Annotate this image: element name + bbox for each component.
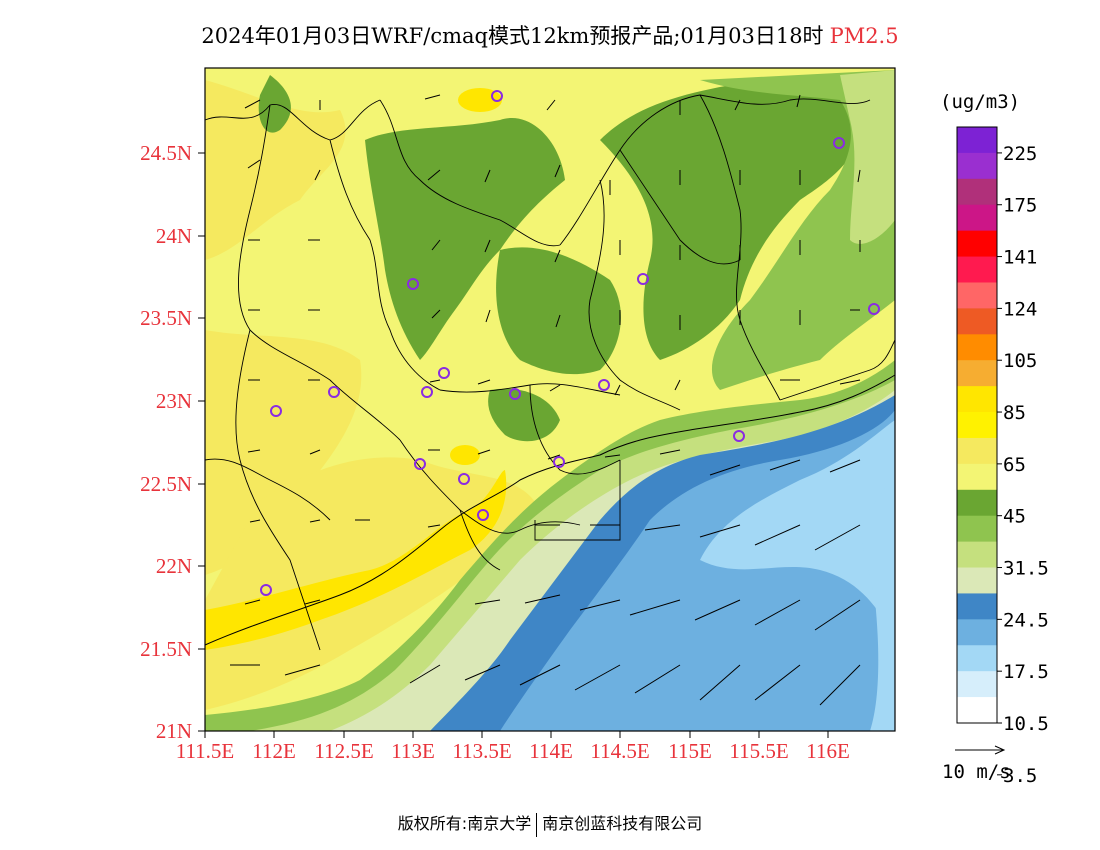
colorbar-swatch: [957, 204, 997, 232]
lon-label: 113E: [391, 739, 435, 763]
colorbar-swatch: [957, 463, 997, 491]
pm25-patch-green: [496, 247, 621, 375]
colorbar-label: 24.5: [1003, 609, 1049, 631]
lon-label: 113.5E: [452, 739, 511, 763]
wind-scale: 10 m/s: [942, 745, 1011, 783]
colorbar-swatches: [957, 127, 997, 724]
colorbar-unit: (ug/m3): [940, 91, 1020, 113]
colorbar-label: 10.5: [1003, 713, 1049, 735]
colorbar-swatch: [957, 515, 997, 543]
lat-label: 24N: [156, 224, 192, 248]
wind-vectors: [230, 94, 861, 706]
colorbar-swatch: [957, 256, 997, 283]
colorbar-swatch: [957, 671, 997, 698]
colorbar-swatch: [957, 645, 997, 672]
colorbar-label: 105: [1003, 350, 1037, 372]
lon-label: 114.5E: [590, 739, 649, 763]
lat-label: 22N: [156, 554, 192, 578]
title-text: 2024年01月03日WRF/cmaq模式12km预报产品;01月03日18时: [201, 24, 824, 48]
pm25-patch-high: [458, 88, 502, 112]
lon-axis: 111.5E 112E 112.5E 113E 113.5E 114E 114.…: [176, 731, 850, 763]
monitoring-stations: [260, 90, 880, 596]
colorbar-label: 175: [1003, 195, 1037, 217]
pm25-patch-green: [365, 118, 565, 360]
copyright-footer: 版权所有:南京大学 南京创蓝科技有限公司: [0, 810, 1100, 837]
product-label: PM2.5: [829, 24, 899, 48]
pm25-patch-green: [258, 75, 291, 133]
pm25-patch-green: [600, 78, 870, 360]
colorbar-frame: [956, 126, 998, 724]
colorbar-swatch: [957, 178, 997, 206]
colorbar-label: 3.5: [1003, 765, 1037, 787]
colorbar-labels: 225 175 141 124 105 85 65 45 31.5 24.5 17.5 10.5 3.5: [997, 143, 1049, 787]
colorbar-swatch: [957, 360, 997, 387]
lon-label: 111.5E: [176, 739, 235, 763]
footer-separator: [536, 812, 538, 837]
lon-label: 115.5E: [729, 739, 788, 763]
admin-boundaries: [204, 94, 896, 651]
lat-label: 24.5N: [140, 141, 192, 165]
lat-label: 23N: [156, 389, 192, 413]
lat-axis: 24.5N 24N 23.5N 23N 22.5N 22N 21.5N 21N: [140, 141, 205, 743]
pm25-patch-high: [450, 445, 480, 465]
pm25-patch-lightgreen: [840, 70, 895, 244]
colorbar-swatch: [957, 308, 997, 335]
colorbar-swatch: [957, 593, 997, 620]
colorbar-label: 31.5: [1003, 558, 1049, 580]
colorbar-label: 141: [1003, 247, 1037, 269]
colorbar-swatch: [957, 386, 997, 413]
lat-label: 21.5N: [140, 637, 192, 661]
colorbar-swatch: [957, 282, 997, 309]
colorbar-swatch: [957, 334, 997, 361]
colorbar-label: 45: [1003, 506, 1026, 528]
ocean-band-light: [860, 470, 895, 731]
colorbar-label: 17.5: [1003, 661, 1049, 683]
lon-label: 114E: [529, 739, 573, 763]
colorbar-label: 85: [1003, 402, 1026, 424]
lat-label: 21N: [156, 719, 192, 743]
colorbar-swatch: [957, 127, 997, 154]
colorbar-label: 65: [1003, 454, 1026, 476]
colorbar-swatch: [957, 152, 997, 180]
wind-scale-arrowhead: [994, 745, 1006, 755]
lon-label: 112.5E: [314, 739, 373, 763]
lat-label: 22.5N: [140, 472, 192, 496]
map-title: 2024年01月03日WRF/cmaq模式12km预报产品;01月03日18时 P…: [0, 20, 1100, 50]
colorbar-swatch: [957, 697, 997, 724]
pm25-patch: [205, 330, 362, 575]
colorbar-label: 124: [1003, 298, 1037, 320]
copyright-org2: 南京创蓝科技有限公司: [542, 814, 703, 833]
colorbar: (ug/m3) 225 175 141 124 105 85 65 45 31.5 24.5 17.…: [940, 91, 1049, 787]
lon-label: 112E: [252, 739, 296, 763]
lon-label: 116E: [806, 739, 850, 763]
colorbar-swatch: [957, 541, 997, 569]
colorbar-swatch: [957, 230, 997, 258]
colorbar-swatch: [957, 489, 997, 517]
colorbar-swatch: [957, 412, 997, 439]
colorbar-label: 225: [1003, 143, 1037, 165]
colorbar-swatch: [957, 567, 997, 594]
copyright-prefix: 版权所有:: [397, 814, 468, 833]
wind-scale-label: 10 m/s: [942, 761, 1011, 783]
pm25-patch: [205, 80, 346, 260]
pm25-patch-high: [205, 470, 507, 650]
colorbar-swatch: [957, 437, 997, 465]
map-frame: [204, 67, 896, 732]
map-panel: [204, 67, 896, 732]
lon-label: 115E: [668, 739, 712, 763]
pm25-patch-green: [488, 388, 560, 442]
ocean-band-light: [700, 420, 895, 640]
copyright-org1: 南京大学: [467, 814, 532, 833]
pm25-patch-green: [700, 70, 895, 390]
colorbar-swatch: [957, 619, 997, 646]
lat-label: 23.5N: [140, 306, 192, 330]
